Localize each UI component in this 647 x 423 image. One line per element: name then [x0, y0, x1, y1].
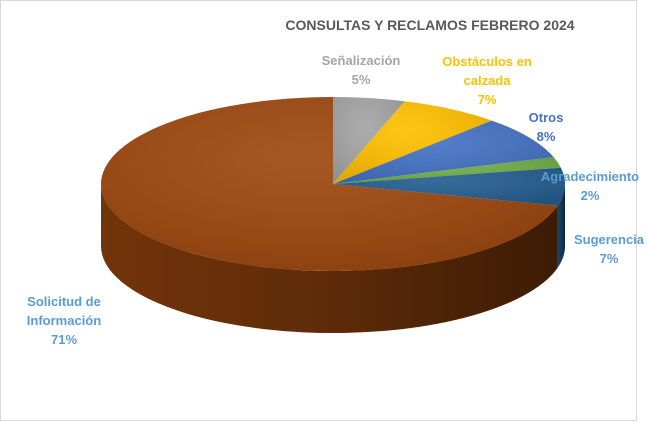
- slice-shade: [333, 101, 492, 184]
- data-label: Otros 8%: [516, 108, 576, 146]
- data-label-category: Agradecimiento: [540, 169, 640, 184]
- data-label-value: 5%: [351, 72, 371, 87]
- data-label-value: 2%: [580, 188, 600, 203]
- data-label: Señalización 5%: [306, 51, 416, 89]
- data-label-value: 7%: [477, 92, 497, 107]
- data-label-value: 71%: [50, 332, 78, 347]
- data-label-category: Señalización: [321, 53, 401, 68]
- chart-frame: [0, 0, 637, 421]
- slice-shade: [333, 97, 405, 184]
- data-label-category: Obstáculos en calzada: [442, 54, 532, 88]
- slice-shade: [333, 120, 554, 184]
- slice-shade: [333, 157, 561, 184]
- data-label-category: Sugerencia: [573, 232, 645, 247]
- data-label-category: Otros: [528, 110, 564, 125]
- data-label: Obstáculos en calzada 7%: [440, 52, 535, 109]
- slice-side-shade: [557, 184, 565, 268]
- data-label-value: 7%: [599, 251, 619, 266]
- slice-side-shade: [101, 184, 558, 333]
- slice-shade: [333, 167, 565, 206]
- data-label-category: Solicitud de Información: [26, 294, 102, 328]
- data-label-value: 8%: [536, 129, 556, 144]
- data-label: Solicitud de Información 71%: [9, 292, 119, 349]
- slice-shade: [101, 97, 558, 271]
- data-label: Agradecimiento 2%: [530, 167, 647, 205]
- data-label: Sugerencia 7%: [569, 230, 647, 268]
- chart-title: CONSULTAS Y RECLAMOS FEBRERO 2024: [285, 17, 575, 33]
